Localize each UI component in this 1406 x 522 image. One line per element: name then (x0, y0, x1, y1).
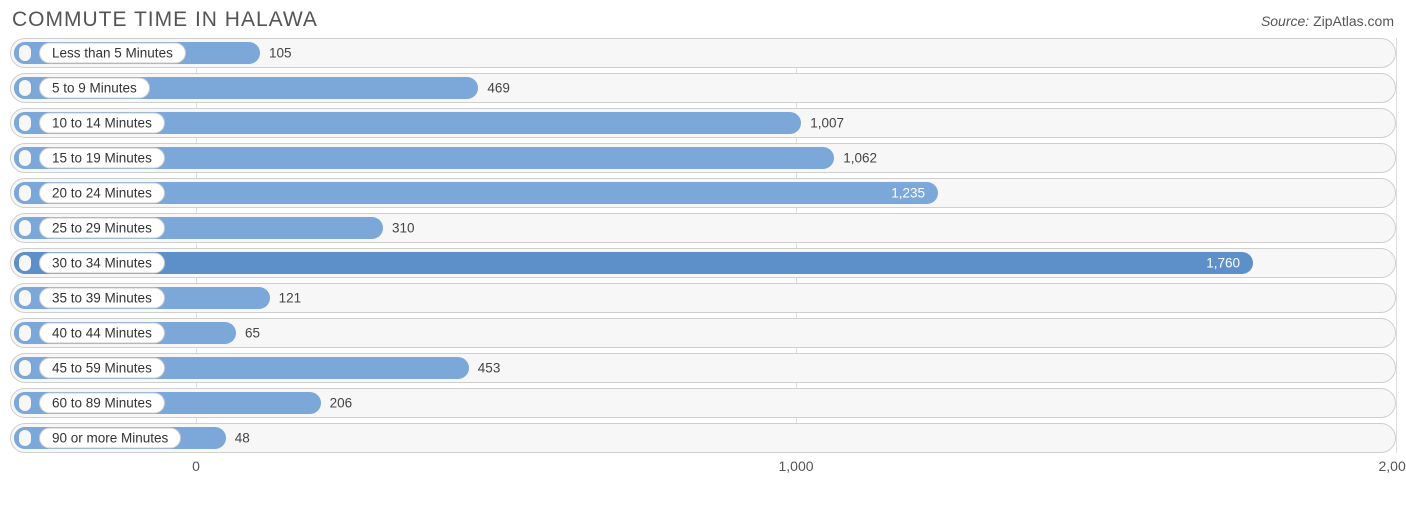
bar-row: Less than 5 Minutes 105 (10, 38, 1396, 68)
bar-row: 10 to 14 Minutes 1,007 (10, 108, 1396, 138)
bar-cap-inner (19, 45, 31, 61)
bar-cap-inner (19, 360, 31, 376)
bar-cap (14, 392, 36, 414)
value-label: 105 (269, 46, 292, 61)
bar-cap (14, 77, 36, 99)
category-label: Less than 5 Minutes (39, 43, 186, 64)
bar-row: 45 to 59 Minutes 453 (10, 353, 1396, 383)
value-label: 1,760 (1206, 256, 1240, 271)
value-label: 453 (478, 361, 501, 376)
bar-row: 5 to 9 Minutes 469 (10, 73, 1396, 103)
bar-cap (14, 287, 36, 309)
bar-row: 15 to 19 Minutes 1,062 (10, 143, 1396, 173)
value-label: 48 (235, 431, 250, 446)
bar-cap-inner (19, 395, 31, 411)
bar-cap (14, 42, 36, 64)
x-tick: 2,000 (1378, 458, 1406, 474)
source-name: ZipAtlas.com (1313, 13, 1394, 29)
bar-cap (14, 322, 36, 344)
bar-cap-inner (19, 185, 31, 201)
source-label: Source: (1261, 13, 1309, 29)
x-tick: 1,000 (778, 458, 813, 474)
chart-title: COMMUTE TIME IN HALAWA (12, 8, 318, 32)
bar-cap (14, 112, 36, 134)
bar-row: 90 or more Minutes 48 (10, 423, 1396, 453)
bar-cap-inner (19, 150, 31, 166)
chart-area: Less than 5 Minutes 105 5 to 9 Minutes 469 1… (0, 38, 1406, 488)
bar-row: 60 to 89 Minutes 206 (10, 388, 1396, 418)
bar-cap (14, 182, 36, 204)
bar-row: 20 to 24 Minutes 1,235 (10, 178, 1396, 208)
category-label: 60 to 89 Minutes (39, 393, 165, 414)
x-tick: 0 (192, 458, 200, 474)
category-label: 45 to 59 Minutes (39, 358, 165, 379)
category-label: 5 to 9 Minutes (39, 78, 150, 99)
bar-row: 40 to 44 Minutes 65 (10, 318, 1396, 348)
category-label: 30 to 34 Minutes (39, 253, 165, 274)
bar-cap (14, 427, 36, 449)
x-axis: 01,0002,000 (10, 458, 1396, 488)
bar-cap (14, 217, 36, 239)
category-label: 10 to 14 Minutes (39, 113, 165, 134)
bar-cap-inner (19, 220, 31, 236)
bar-row: 30 to 34 Minutes 1,760 (10, 248, 1396, 278)
bar-cap-inner (19, 290, 31, 306)
chart-header: COMMUTE TIME IN HALAWA Source: ZipAtlas.… (0, 0, 1406, 38)
bar-cap (14, 357, 36, 379)
value-label: 1,062 (843, 151, 877, 166)
bar-cap-inner (19, 80, 31, 96)
value-label: 1,235 (891, 186, 925, 201)
value-label: 469 (487, 81, 510, 96)
bar-row: 25 to 29 Minutes 310 (10, 213, 1396, 243)
chart-source: Source: ZipAtlas.com (1261, 13, 1394, 29)
category-label: 40 to 44 Minutes (39, 323, 165, 344)
category-label: 15 to 19 Minutes (39, 148, 165, 169)
bar-cap-inner (19, 430, 31, 446)
bar-cap-inner (19, 255, 31, 271)
category-label: 35 to 39 Minutes (39, 288, 165, 309)
bar-cap (14, 252, 36, 274)
category-label: 90 or more Minutes (39, 428, 181, 449)
bar-row: 35 to 39 Minutes 121 (10, 283, 1396, 313)
bar-cap-inner (19, 115, 31, 131)
bar-cap-inner (19, 325, 31, 341)
category-label: 20 to 24 Minutes (39, 183, 165, 204)
grid-line (1396, 38, 1397, 453)
bar-cap (14, 147, 36, 169)
value-label: 310 (392, 221, 415, 236)
bars-container: Less than 5 Minutes 105 5 to 9 Minutes 469 1… (10, 38, 1396, 453)
value-label: 206 (330, 396, 353, 411)
bar-fill (14, 252, 1253, 274)
category-label: 25 to 29 Minutes (39, 218, 165, 239)
value-label: 1,007 (810, 116, 844, 131)
value-label: 65 (245, 326, 260, 341)
value-label: 121 (279, 291, 302, 306)
